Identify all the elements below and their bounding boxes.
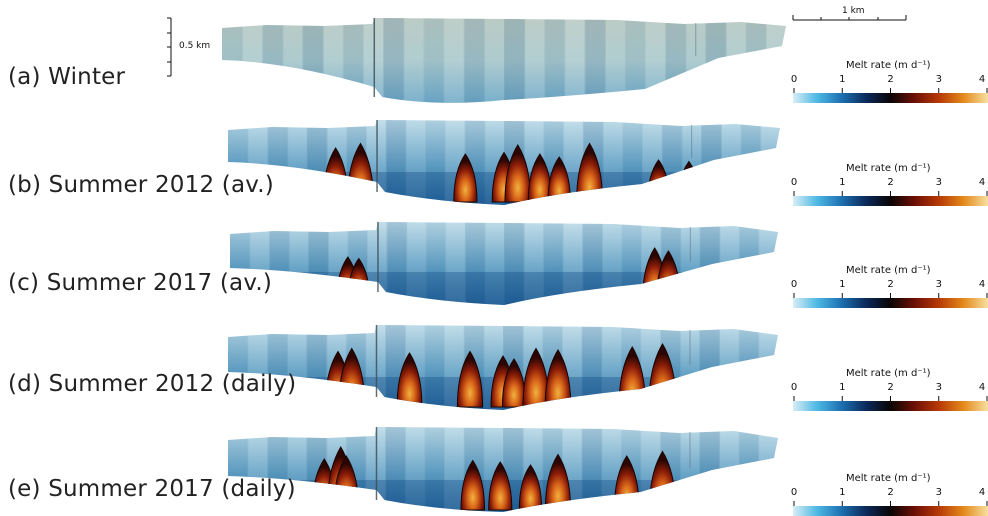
colorbar-title: Melt rate (m d⁻¹) (846, 265, 931, 276)
colorbar-e (793, 501, 988, 516)
colorbar-tick-label: 3 (935, 487, 942, 498)
colorbar-tick-label: 1 (839, 74, 846, 85)
colorbar-gradient (793, 298, 988, 308)
colorbar-b (793, 191, 988, 206)
glacier-body (222, 18, 786, 103)
colorbar-title: Melt rate (m d⁻¹) (846, 163, 931, 174)
glacier-body (230, 222, 778, 305)
colorbar-tick-label: 3 (935, 177, 942, 188)
glacier-section-a (222, 18, 786, 103)
melt-plume (488, 461, 513, 511)
colorbar-tick-label: 4 (978, 177, 986, 188)
melt-plume (460, 459, 486, 511)
glacier-section-b (228, 120, 780, 205)
colorbar-tick-label: 1 (839, 487, 846, 498)
colorbar-tick-label: 1 (839, 382, 846, 393)
scale-bars (167, 15, 907, 77)
vertical-scale-bar (167, 17, 172, 77)
colorbar-tick-label: 2 (887, 487, 894, 498)
colorbar-tick-label: 1 (839, 177, 846, 188)
colorbar-tick-label: 0 (790, 177, 798, 188)
colorbar-title: Melt rate (m d⁻¹) (846, 473, 931, 484)
colorbar-title: Melt rate (m d⁻¹) (846, 60, 931, 71)
colorbar-tick-label: 0 (790, 74, 798, 85)
colorbar-gradient (793, 93, 988, 103)
colorbars (793, 88, 988, 516)
colorbar-tick-label: 4 (978, 487, 986, 498)
colorbar-title: Melt rate (m d⁻¹) (846, 368, 931, 379)
panel-label-a: (a) Winter (8, 64, 126, 90)
colorbar-c (793, 293, 988, 308)
melt-plume (396, 352, 423, 408)
melt-plume (456, 350, 484, 408)
colorbar-a (793, 88, 988, 103)
melt-plume (544, 349, 572, 408)
colorbar-tick-label: 3 (935, 74, 942, 85)
colorbar-tick-label: 0 (790, 487, 798, 498)
melt-plume (518, 464, 543, 511)
horizontal-scale-label: 1 km (842, 6, 865, 16)
melt-plume (544, 453, 572, 511)
colorbar-tick-label: 0 (790, 382, 798, 393)
vertical-scale-label: 0.5 km (179, 41, 211, 51)
colorbar-tick-label: 4 (978, 382, 986, 393)
panel-label-e: (e) Summer 2017 (daily) (8, 476, 296, 502)
melt-plume (547, 156, 571, 203)
panel-label-d: (d) Summer 2012 (daily) (8, 371, 297, 397)
colorbar-tick-label: 4 (978, 279, 986, 290)
colorbar-tick-label: 3 (935, 382, 942, 393)
colorbar-gradient (793, 506, 988, 516)
colorbar-tick-label: 3 (935, 279, 942, 290)
glacier-section-e (228, 427, 778, 512)
panel-label-b: (b) Summer 2012 (av.) (8, 172, 274, 198)
melt-plume (453, 153, 478, 203)
colorbar-tick-label: 2 (887, 382, 894, 393)
colorbar-d (793, 396, 988, 411)
colorbar-gradient (793, 196, 988, 206)
glacier-section-d (228, 325, 778, 410)
colorbar-tick-label: 0 (790, 279, 798, 290)
panel-label-c: (c) Summer 2017 (av.) (8, 270, 273, 296)
panels-layer (222, 18, 786, 512)
colorbar-gradient (793, 401, 988, 411)
horizontal-scale-bar (792, 15, 907, 21)
colorbar-tick-label: 4 (978, 74, 986, 85)
colorbar-tick-label: 2 (887, 177, 894, 188)
colorbar-tick-label: 2 (887, 279, 894, 290)
colorbar-tick-label: 1 (839, 279, 846, 290)
glacier-section-c (230, 222, 778, 305)
colorbar-tick-label: 2 (887, 74, 894, 85)
